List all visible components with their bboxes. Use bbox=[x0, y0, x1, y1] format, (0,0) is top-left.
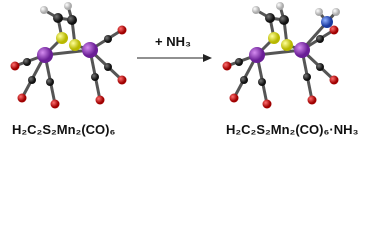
product-label: H₂C₂S₂Mn₂(CO)₆·NH₃ bbox=[226, 122, 359, 137]
reactant-label: H₂C₂S₂Mn₂(CO)₆ bbox=[12, 122, 116, 137]
diagram bbox=[9, 0, 340, 110]
arrow-head bbox=[203, 54, 212, 62]
product-molecule bbox=[221, 0, 340, 110]
reagent: + NH₃ bbox=[155, 34, 191, 49]
reactant-molecule bbox=[9, 0, 128, 110]
page: + NH₃ H₂C₂S₂Mn₂(CO)₆ H₂C₂S₂Mn₂(CO)₆·NH₃ bbox=[9, 0, 359, 137]
